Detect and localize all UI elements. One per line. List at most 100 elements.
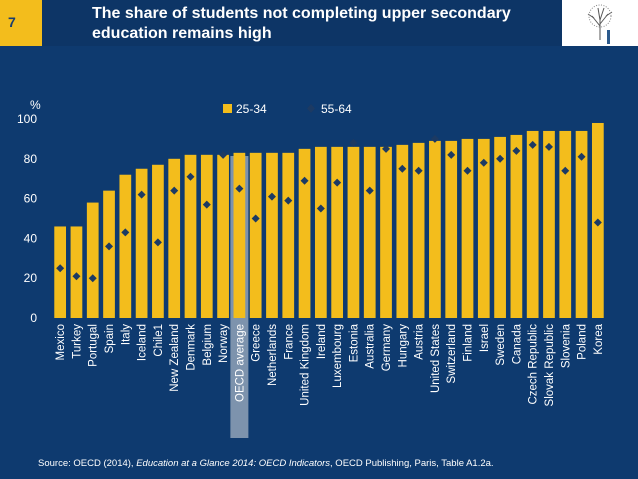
marker-55-64: [105, 242, 114, 251]
x-tick-label: New Zealand: [169, 324, 181, 392]
marker-55-64: [479, 158, 488, 167]
source-suffix: , OECD Publishing, Paris, Table A1.2a.: [330, 458, 494, 469]
marker-55-64: [561, 166, 570, 175]
marker-55-64: [333, 178, 342, 187]
y-tick-label: 80: [24, 152, 38, 166]
x-tick-label: Finland: [463, 324, 475, 362]
x-tick-label: Slovak Republic: [544, 324, 556, 407]
x-tick-label: Belgium: [202, 324, 214, 366]
y-tick-label: 60: [24, 192, 38, 206]
x-tick-label: Iceland: [137, 324, 149, 361]
marker-55-64: [496, 154, 505, 163]
bar-25-34: [461, 138, 474, 318]
x-tick-label: Norway: [218, 324, 230, 363]
marker-55-64: [219, 150, 228, 159]
bar-25-34: [429, 140, 441, 318]
marker-55-64: [414, 166, 423, 175]
bar-25-34: [168, 158, 181, 318]
x-tick-label: Canada: [511, 323, 523, 364]
x-tick-label: Mexico: [55, 324, 67, 360]
y-tick-label: 40: [24, 231, 38, 245]
bar-25-34: [298, 148, 311, 318]
marker-55-64: [121, 228, 130, 237]
marker-55-64: [267, 192, 276, 201]
x-tick-label: Poland: [577, 324, 589, 360]
x-tick-label: Australia: [365, 323, 377, 368]
x-tick-label: Estonia: [348, 323, 360, 362]
bar-25-34: [217, 154, 229, 318]
bar-25-34: [494, 136, 506, 318]
x-tick-label: Ireland: [316, 324, 328, 359]
x-tick-label: Germany: [381, 324, 393, 372]
marker-55-64: [463, 166, 472, 175]
x-tick-label: Hungary: [397, 324, 409, 368]
bar-25-34: [510, 134, 523, 318]
legend-marker-55-64: [307, 104, 315, 113]
marker-55-64: [512, 146, 521, 155]
bar-25-34: [86, 202, 99, 318]
x-tick-label: Austria: [414, 323, 426, 359]
bar-25-34: [249, 152, 262, 318]
x-tick-label: France: [283, 324, 295, 360]
bar-25-34: [526, 130, 539, 318]
bar-25-34: [331, 146, 344, 318]
marker-55-64: [153, 238, 162, 247]
bar-25-34: [559, 130, 572, 318]
marker-55-64: [365, 186, 374, 195]
marker-55-64: [528, 140, 537, 149]
source-publication: Education at a Glance 2014: OECD Indicat…: [136, 458, 331, 469]
marker-55-64: [577, 152, 586, 161]
x-tick-label: OECD average: [234, 324, 246, 402]
x-tick-label: Luxembourg: [332, 324, 344, 388]
tree-logo-icon: [587, 4, 613, 44]
x-tick-label: United States: [430, 324, 442, 393]
marker-55-64: [235, 184, 244, 193]
x-tick-label: Slovenia: [560, 323, 572, 368]
bar-25-34: [200, 154, 213, 318]
marker-55-64: [137, 190, 146, 199]
bar-25-34: [543, 130, 555, 318]
x-tick-label: Switzerland: [446, 324, 458, 383]
x-tick-label: Greece: [251, 324, 263, 362]
bar-25-34: [103, 190, 115, 318]
x-tick-label: Israel: [479, 324, 491, 352]
legend-label-55-64: 55-64: [321, 102, 352, 116]
marker-55-64: [382, 144, 391, 153]
marker-55-64: [300, 176, 309, 185]
marker-55-64: [72, 272, 81, 281]
marker-55-64: [186, 172, 195, 181]
x-tick-label: Turkey: [71, 324, 83, 359]
x-tick-label: Czech Republic: [528, 324, 540, 405]
marker-55-64: [170, 186, 179, 195]
slide-title: The share of students not completing upp…: [92, 5, 511, 42]
bar-25-34: [282, 152, 295, 318]
source-note: Source: OECD (2014), Education at a Glan…: [38, 458, 494, 469]
slide-number: 7: [8, 14, 16, 30]
bar-25-34: [119, 174, 132, 318]
x-tick-label: Netherlands: [267, 324, 279, 386]
bar-25-34: [575, 130, 588, 318]
x-tick-label: Denmark: [186, 324, 198, 371]
bar-25-34: [363, 146, 376, 318]
x-tick-label: Sweden: [495, 324, 507, 366]
x-tick-label: Chile1: [153, 324, 165, 357]
x-tick-label: Spain: [104, 324, 116, 353]
bar-25-34: [266, 152, 278, 318]
bar-25-34: [184, 154, 197, 318]
header-title-band: [42, 0, 562, 46]
x-tick-label: Italy: [120, 324, 132, 345]
legend-swatch-25-34: [223, 104, 232, 113]
bar-25-34: [314, 146, 327, 318]
marker-55-64: [593, 218, 602, 227]
marker-55-64: [544, 142, 553, 151]
bar-25-34: [347, 146, 360, 318]
marker-55-64: [398, 164, 407, 173]
source-prefix: Source: OECD (2014),: [38, 458, 137, 469]
bar-25-34: [380, 146, 392, 318]
marker-55-64: [56, 264, 65, 273]
bar-25-34: [233, 152, 246, 318]
marker-55-64: [316, 204, 325, 213]
y-tick-label: 20: [24, 271, 38, 285]
